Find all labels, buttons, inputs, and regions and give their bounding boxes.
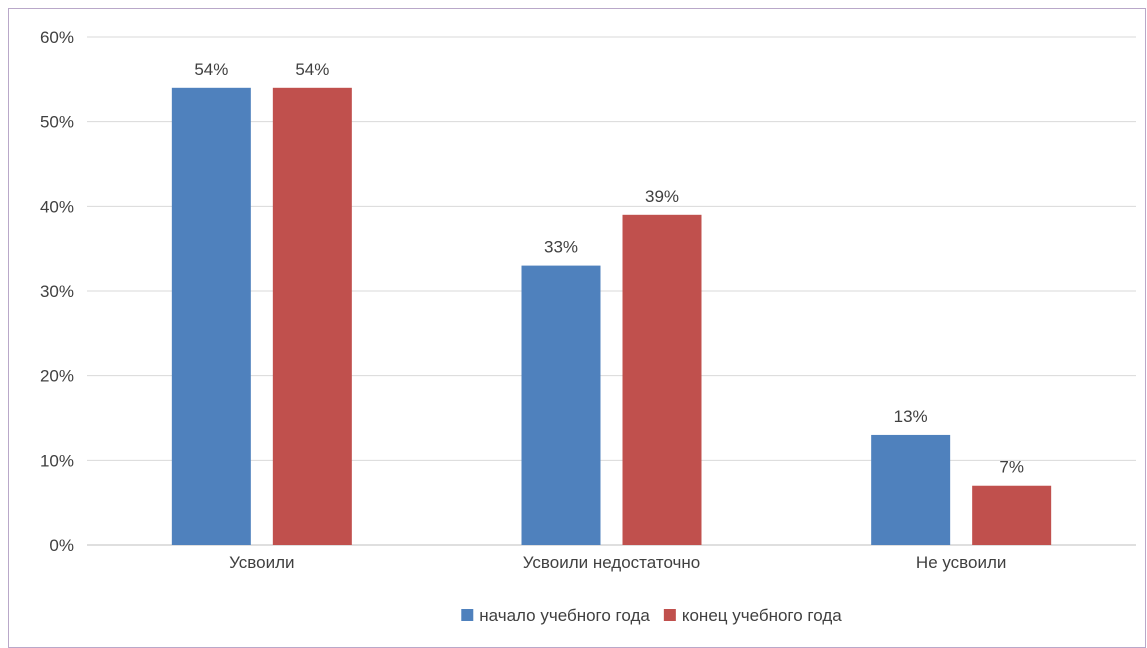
bar-start-2 (871, 434, 951, 545)
data-label: 54% (295, 60, 329, 79)
y-tick-label: 60% (40, 28, 74, 47)
data-label: 13% (894, 407, 928, 426)
data-label: 7% (999, 458, 1024, 477)
category-label: Усвоили (229, 553, 294, 572)
y-tick-label: 40% (40, 197, 74, 216)
x-axis-categories: Усвоили Усвоили недостаточно Не усвоили (229, 553, 1006, 572)
category-label: Усвоили недостаточно (523, 553, 701, 572)
data-label: 39% (645, 187, 679, 206)
y-tick-label: 0% (49, 536, 74, 555)
legend: начало учебного года конец учебного года (461, 606, 842, 625)
data-labels: 54% 54% 33% 39% 13% 7% (194, 60, 1024, 477)
legend-item: конец учебного года (663, 606, 842, 625)
y-tick-label: 20% (40, 367, 74, 386)
bar-end-1 (622, 214, 702, 546)
bar-chart: 0% 10% 20% 30% 40% 50% 60% 54% 54% 33% 39% 13% 7% У… (40, 28, 1136, 625)
legend-label: начало учебного года (479, 606, 650, 625)
bar-start-0 (171, 87, 251, 546)
data-label: 54% (194, 60, 228, 79)
legend-item: начало учебного года (461, 606, 650, 625)
y-tick-label: 30% (40, 282, 74, 301)
legend-label: конец учебного года (682, 606, 842, 625)
y-tick-label: 10% (40, 451, 74, 470)
category-label: Не усвоили (916, 553, 1006, 572)
data-label: 33% (544, 238, 578, 257)
bar-start-1 (521, 265, 601, 545)
bar-end-0 (272, 87, 352, 546)
legend-swatch (461, 609, 474, 621)
bar-end-2 (972, 485, 1052, 545)
legend-swatch (663, 609, 676, 621)
gridlines (87, 36, 1136, 546)
y-tick-label: 50% (40, 113, 74, 132)
bars (171, 87, 1052, 546)
y-axis-ticks: 0% 10% 20% 30% 40% 50% 60% (40, 28, 74, 555)
